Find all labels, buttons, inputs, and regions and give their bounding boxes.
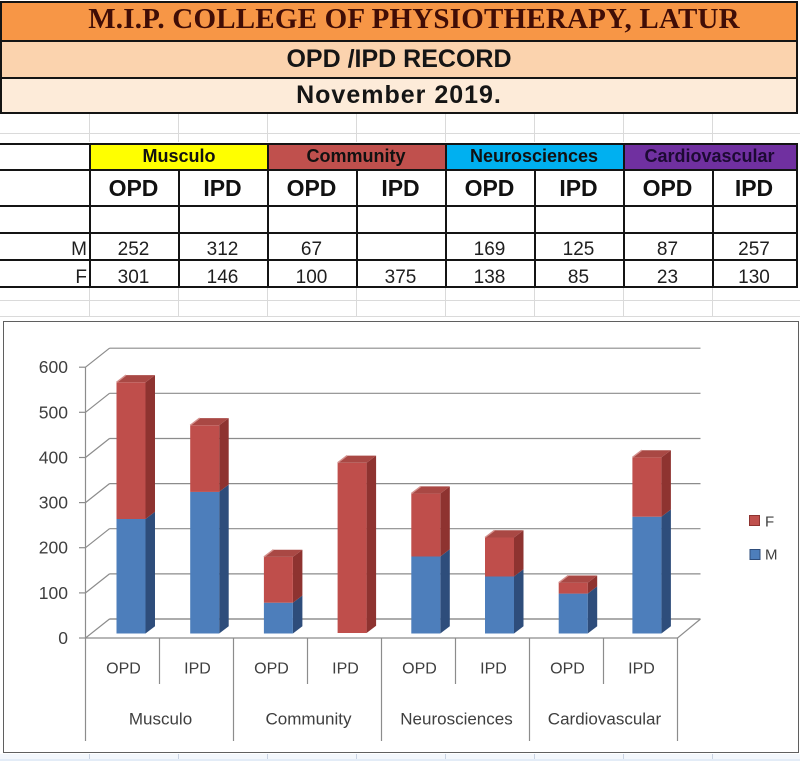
svg-text:Musculo: Musculo — [129, 710, 192, 729]
svg-text:OPD: OPD — [402, 661, 437, 678]
svg-text:0: 0 — [58, 628, 68, 648]
svg-text:300: 300 — [39, 493, 68, 513]
svg-text:IPD: IPD — [332, 661, 359, 678]
svg-text:100: 100 — [39, 583, 68, 603]
svg-text:Cardiovascular: Cardiovascular — [548, 710, 662, 729]
svg-text:500: 500 — [39, 402, 68, 422]
svg-text:F: F — [765, 514, 774, 531]
svg-text:600: 600 — [39, 357, 68, 377]
svg-text:IPD: IPD — [480, 661, 507, 678]
svg-text:OPD: OPD — [254, 661, 289, 678]
svg-text:IPD: IPD — [184, 661, 211, 678]
svg-text:IPD: IPD — [628, 661, 655, 678]
svg-text:Neurosciences: Neurosciences — [400, 710, 512, 729]
svg-text:200: 200 — [39, 538, 68, 558]
svg-text:M: M — [765, 547, 778, 564]
svg-text:OPD: OPD — [106, 661, 141, 678]
svg-text:OPD: OPD — [550, 661, 585, 678]
svg-text:400: 400 — [39, 447, 68, 467]
svg-text:Community: Community — [266, 710, 352, 729]
